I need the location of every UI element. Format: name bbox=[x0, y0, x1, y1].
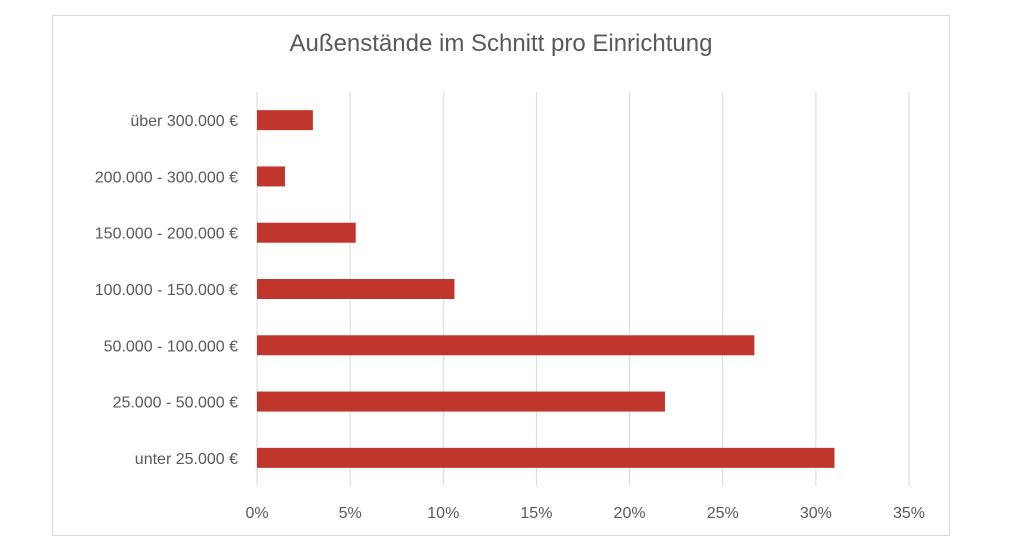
x-tick-label: 5% bbox=[339, 505, 362, 522]
category-labels: über 300.000 € 200.000 - 300.000 € 150.000… bbox=[95, 113, 238, 468]
category-label: 200.000 - 300.000 € bbox=[95, 169, 238, 186]
category-label: 100.000 - 150.000 € bbox=[95, 282, 238, 299]
category-label: 150.000 - 200.000 € bbox=[95, 226, 238, 243]
x-tick-labels: 0% 5% 10% 15% 20% 25% 30% 35% bbox=[245, 505, 925, 522]
x-tick-label: 25% bbox=[707, 505, 739, 522]
category-label: unter 25.000 € bbox=[135, 451, 238, 468]
bar bbox=[257, 447, 835, 468]
x-tick-label: 0% bbox=[245, 505, 268, 522]
category-label: über 300.000 € bbox=[130, 113, 238, 130]
bar bbox=[257, 222, 356, 243]
category-label: 50.000 - 100.000 € bbox=[104, 338, 238, 355]
bar bbox=[257, 391, 665, 412]
x-tick-label: 35% bbox=[893, 505, 925, 522]
bar bbox=[257, 335, 755, 356]
bar bbox=[257, 279, 455, 299]
x-tick-label: 20% bbox=[614, 505, 646, 522]
x-tick-label: 30% bbox=[800, 505, 832, 522]
bar bbox=[257, 166, 285, 187]
x-tick-label: 10% bbox=[427, 505, 459, 522]
bar bbox=[257, 110, 313, 131]
category-label: 25.000 - 50.000 € bbox=[113, 395, 239, 412]
x-tick-label: 15% bbox=[520, 505, 552, 522]
chart-title: Außenstände im Schnitt pro Einrichtung bbox=[289, 30, 713, 57]
bars bbox=[257, 110, 835, 468]
